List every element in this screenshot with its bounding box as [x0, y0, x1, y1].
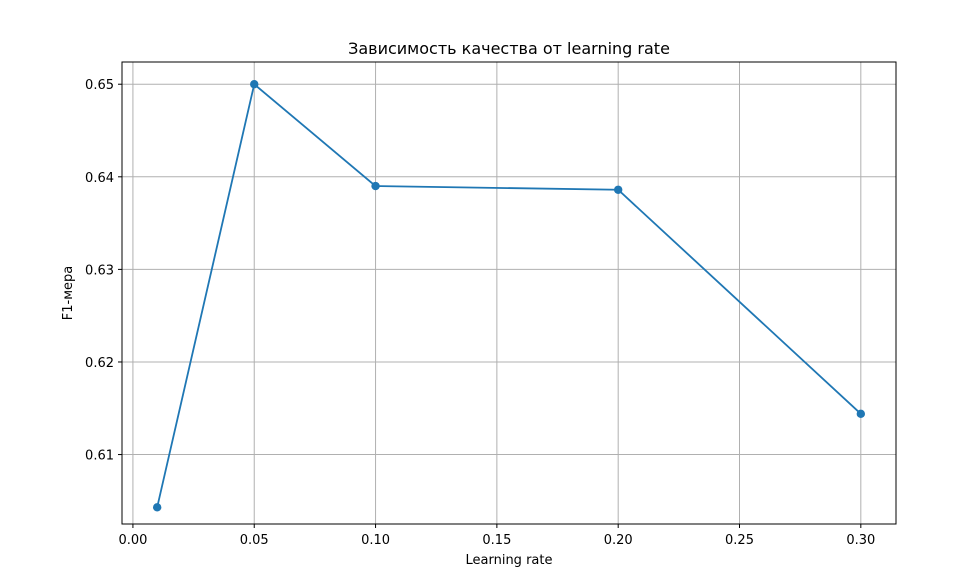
x-tick-label: 0.00 [118, 533, 147, 548]
y-axis: 0.61 0.62 0.63 0.64 0.65 [85, 78, 122, 464]
x-axis: 0.00 0.05 0.10 0.15 0.20 0.25 0.30 [118, 524, 875, 548]
data-point [371, 181, 380, 191]
x-tick-label: 0.05 [240, 533, 269, 548]
grid-lines [122, 62, 896, 524]
y-tick-label: 0.63 [85, 263, 114, 278]
y-tick-label: 0.64 [85, 171, 114, 186]
x-tick-label: 0.10 [361, 533, 390, 548]
plot-frame [121, 61, 897, 525]
data-point [152, 503, 162, 512]
data-point [250, 80, 259, 89]
data-point [613, 185, 623, 194]
y-tick-label: 0.61 [85, 449, 114, 464]
x-tick-label: 0.15 [482, 533, 511, 548]
chart-title: Зависимость качества от learning rate [348, 39, 670, 58]
x-tick-label: 0.30 [846, 533, 875, 548]
x-tick-label: 0.25 [725, 533, 754, 548]
x-tick-label: 0.20 [604, 533, 633, 548]
x-axis-label: Learning rate [466, 553, 553, 568]
y-tick-label: 0.62 [85, 356, 114, 371]
y-axis-label: F1-мера [61, 266, 76, 320]
series-line [156, 82, 862, 508]
series-layer [152, 80, 866, 512]
y-tick-label: 0.65 [85, 78, 114, 93]
data-point [856, 409, 866, 419]
